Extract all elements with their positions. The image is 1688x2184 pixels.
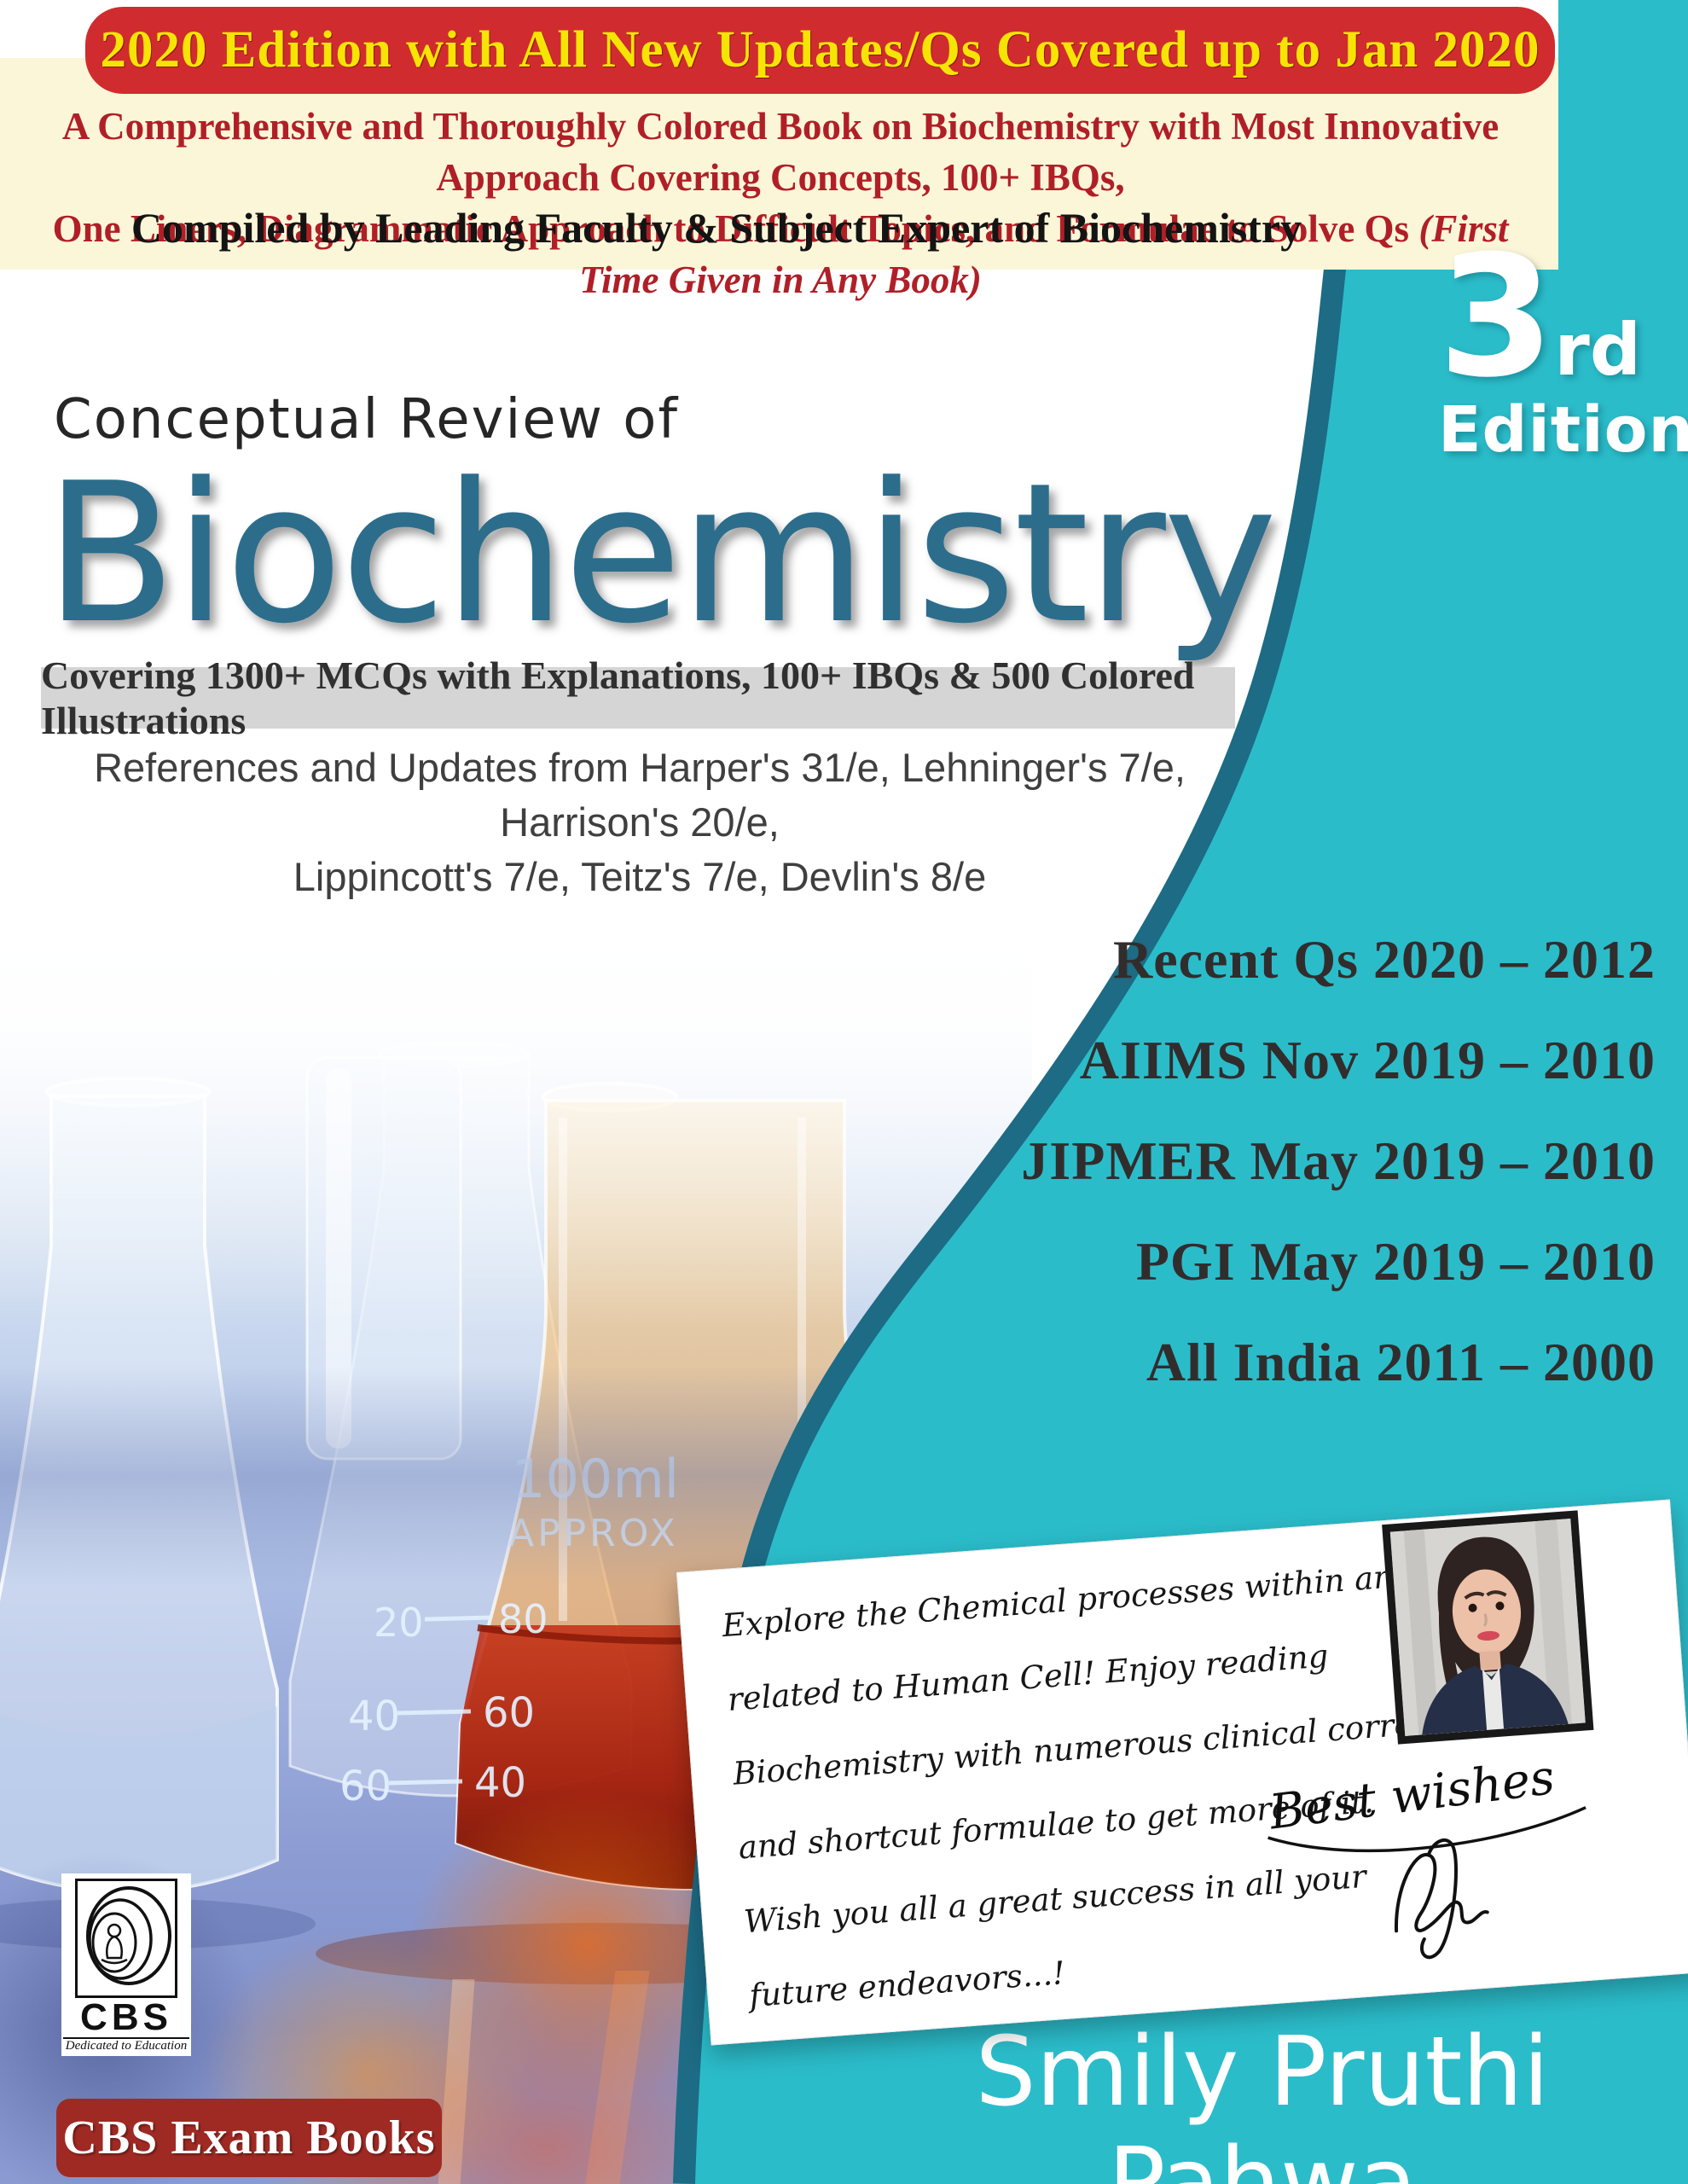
page-title: Biochemistry bbox=[44, 442, 1278, 666]
cbs-logo-word: CBS bbox=[80, 1996, 172, 2038]
edition-badge: 3rd Edition bbox=[1438, 234, 1688, 467]
list-item: AIIMS Nov 2019 – 2010 bbox=[1079, 1030, 1656, 1090]
cbs-logo-tagline: Dedicated to Education bbox=[63, 2037, 189, 2053]
coverage-bar: Covering 1300+ MCQs with Explanations, 1… bbox=[41, 653, 1235, 742]
series-banner: CBS Exam Books bbox=[56, 2099, 442, 2177]
list-item: All India 2011 – 2000 bbox=[1146, 1332, 1656, 1392]
references-line1: References and Updates from Harper's 31/… bbox=[94, 745, 1186, 845]
exam-coverage-list: Recent Qs 2020 – 2012 AIIMS Nov 2019 – 2… bbox=[1021, 928, 1656, 1432]
edition-banner-text: 2020 Edition with All New Updates/Qs Cov… bbox=[100, 21, 1540, 78]
author-portrait-illustration bbox=[1389, 1519, 1586, 1736]
edition-banner: 2020 Edition with All New Updates/Qs Cov… bbox=[85, 7, 1555, 94]
edition-suffix: rd bbox=[1554, 308, 1641, 392]
cream-line1: A Comprehensive and Thoroughly Colored B… bbox=[61, 105, 1499, 199]
list-item: JIPMER May 2019 – 2010 bbox=[1021, 1130, 1656, 1191]
edition-word: Edition bbox=[1438, 393, 1688, 467]
references-text: References and Updates from Harper's 31/… bbox=[34, 741, 1245, 904]
signature-icon bbox=[1395, 1838, 1489, 1960]
underline-flourish-icon bbox=[1267, 1806, 1586, 1853]
author-note-card: Explore the Chemical processes within an… bbox=[676, 1499, 1688, 2046]
cream-line2: One Liners, Diagrammatic Approach to Dif… bbox=[52, 207, 1419, 250]
cream-description: A Comprehensive and Thoroughly Colored B… bbox=[26, 101, 1535, 305]
cbs-emblem-art bbox=[86, 1886, 171, 1985]
list-item: PGI May 2019 – 2010 bbox=[1135, 1231, 1656, 1292]
compiled-by-line: Compiled by Leading Faculty & Subject Ex… bbox=[131, 204, 1302, 252]
publisher-logo: CBS Dedicated to Education bbox=[61, 1873, 191, 2056]
cream-line2-italic: (First Time Given in Any Book) bbox=[579, 207, 1509, 301]
author-photo bbox=[1382, 1510, 1594, 1745]
series-banner-text: CBS Exam Books bbox=[62, 2111, 436, 2164]
cbs-emblem-icon bbox=[75, 1879, 177, 1998]
references-line2: Lippincott's 7/e, Teitz's 7/e, Devlin's … bbox=[293, 854, 987, 899]
edition-number: 3 bbox=[1438, 220, 1555, 415]
title-kicker: Conceptual Review of bbox=[54, 388, 679, 451]
coverage-bar-text: Covering 1300+ MCQs with Explanations, 1… bbox=[41, 653, 1195, 742]
author-name: Smily Pruthi Pahwa bbox=[975, 2017, 1550, 2184]
list-item: Recent Qs 2020 – 2012 bbox=[1112, 929, 1656, 990]
